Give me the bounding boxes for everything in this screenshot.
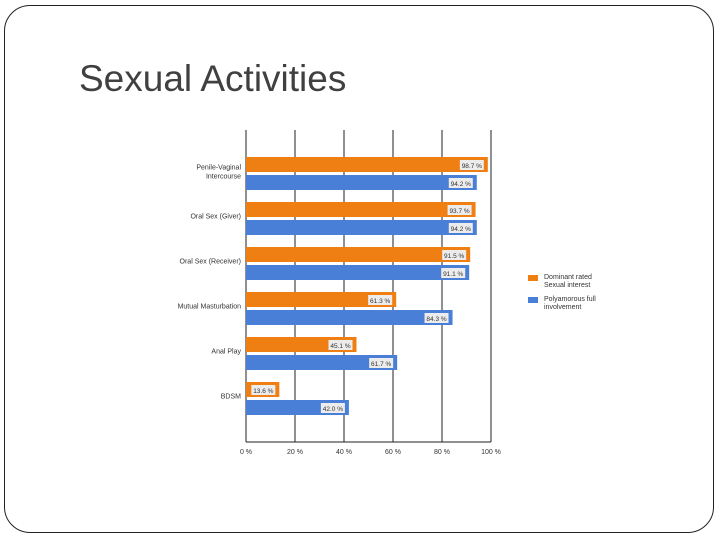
legend-label-series-1: Dominant rated Sexual interest	[544, 274, 592, 289]
bar	[246, 265, 470, 280]
data-label: 94.2 %	[451, 226, 471, 233]
data-label-box	[447, 205, 472, 215]
data-label: 91.1 %	[443, 271, 463, 278]
data-label: 61.7 %	[371, 361, 391, 368]
bar	[246, 292, 397, 307]
bar	[246, 355, 398, 370]
bar	[246, 157, 488, 172]
chart-legend: Dominant rated Sexual interest Polyamoro…	[528, 274, 602, 318]
bar	[246, 175, 477, 190]
bar	[246, 220, 477, 235]
data-label: 61.3 %	[370, 298, 390, 305]
data-label: 45.1 %	[330, 343, 350, 350]
legend-label-series-2: Polyamorous full involvement	[544, 296, 596, 311]
bar	[246, 310, 453, 325]
category-label: Mutual Masturbation	[178, 304, 242, 311]
data-label-box	[424, 313, 449, 323]
data-label-box	[320, 403, 345, 413]
bar	[246, 202, 476, 217]
legend-swatch-series-1	[528, 275, 538, 281]
data-label: 91.5 %	[444, 253, 464, 260]
x-tick-label: 80 %	[434, 449, 450, 456]
category-label: Oral Sex (Giver)	[190, 214, 241, 221]
x-tick-label: 0 %	[240, 449, 252, 456]
category-label: Oral Sex (Receiver)	[180, 259, 241, 266]
data-label: 98.7 %	[462, 163, 482, 170]
legend-swatch-series-2	[528, 297, 538, 303]
category-label: Intercourse	[206, 174, 241, 181]
category-label: BDSM	[221, 394, 241, 401]
data-label: 84.3 %	[426, 316, 446, 323]
legend-item-series-1: Dominant rated Sexual interest	[528, 274, 602, 290]
data-label-box	[459, 160, 484, 170]
category-label: Penile-Vaginal	[196, 165, 241, 172]
data-label-box	[448, 223, 473, 233]
data-label: 93.7 %	[449, 208, 469, 215]
data-label-box	[442, 250, 467, 260]
data-label-box	[448, 178, 473, 188]
data-label-box	[441, 268, 466, 278]
data-label-box	[251, 385, 276, 395]
x-tick-label: 20 %	[287, 449, 303, 456]
x-tick-label: 40 %	[336, 449, 352, 456]
data-label-box	[368, 295, 393, 305]
data-label: 13.6 %	[253, 388, 273, 395]
x-tick-label: 60 %	[385, 449, 401, 456]
bar	[246, 247, 471, 262]
data-label-box	[369, 358, 394, 368]
data-label: 94.2 %	[451, 181, 471, 188]
legend-item-series-2: Polyamorous full involvement	[528, 296, 602, 312]
x-tick-label: 100 %	[481, 449, 501, 456]
category-label: Anal Play	[211, 349, 241, 356]
data-label: 42.0 %	[323, 406, 343, 413]
slide-title: Sexual Activities	[79, 58, 347, 99]
data-label-box	[328, 340, 353, 350]
